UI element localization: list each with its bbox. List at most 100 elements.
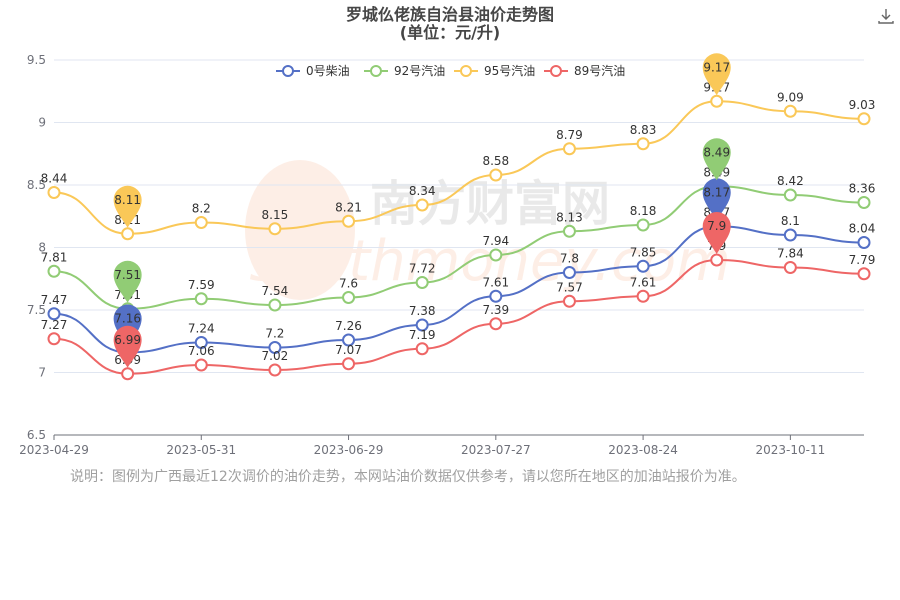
y-tick-label: 9	[38, 116, 46, 130]
series-line	[53, 100, 865, 235]
watermark: 南方财富网 southmoney.com	[245, 160, 731, 300]
x-tick-label: 2023-05-31	[166, 443, 236, 457]
data-point[interactable]	[710, 253, 724, 267]
data-point[interactable]	[489, 248, 503, 262]
legend-symbol	[460, 65, 472, 77]
data-label: 9.03	[849, 98, 876, 112]
data-point[interactable]	[415, 342, 429, 356]
data-point[interactable]	[47, 186, 61, 199]
legend-label: 92号汽油	[394, 63, 445, 78]
markpoint-pin	[113, 325, 142, 368]
data-point[interactable]	[562, 294, 576, 308]
markpoint-label: 9.17	[703, 60, 730, 74]
legend[interactable]: 0号柴油 92号汽油 95号汽油 89号汽油	[276, 63, 625, 78]
data-label: 7.84	[777, 247, 804, 261]
legend-item-1[interactable]: 92号汽油	[364, 63, 445, 78]
data-point[interactable]	[47, 332, 61, 346]
data-label: 7.07	[335, 343, 362, 357]
data-label: 8.34	[409, 184, 436, 198]
watermark-logo	[245, 160, 355, 300]
markpoint-pin	[702, 138, 731, 181]
legend-item-3[interactable]: 89号汽油	[544, 63, 625, 78]
grid	[54, 59, 864, 373]
y-tick-label: 7.5	[27, 303, 46, 317]
data-point[interactable]	[415, 276, 429, 289]
markpoint-label: 8.11	[114, 193, 141, 207]
data-point[interactable]	[857, 112, 871, 126]
data-label: 7.59	[188, 278, 215, 292]
data-label: 8.44	[41, 172, 68, 186]
data-point[interactable]	[783, 261, 797, 274]
data-label: 7.2	[265, 327, 284, 341]
data-point[interactable]	[342, 291, 356, 304]
data-label: 7.72	[409, 262, 436, 276]
data-point[interactable]	[342, 357, 356, 371]
data-point[interactable]	[415, 198, 429, 212]
download-icon[interactable]	[876, 6, 896, 26]
data-label: 7.8	[560, 252, 579, 266]
x-tick-label: 2023-06-29	[314, 443, 384, 457]
data-point[interactable]	[268, 222, 282, 236]
y-tick-label: 6.5	[27, 428, 46, 442]
chart-note: 说明：图例为广西最近12次调价的油价走势，本网站油价数据仅供参考，请以您所在地区…	[70, 469, 746, 485]
data-label: 8.2	[192, 202, 211, 216]
markpoint-pin	[702, 212, 731, 254]
markpoint-pin	[702, 178, 731, 221]
data-point[interactable]	[47, 264, 61, 278]
markpoint-pin	[702, 53, 731, 96]
data-point[interactable]	[489, 168, 503, 182]
legend-item-0[interactable]: 0号柴油	[276, 64, 350, 78]
data-point[interactable]	[342, 214, 356, 228]
data-point[interactable]	[121, 367, 135, 381]
data-label: 7.02	[262, 349, 289, 363]
data-point[interactable]	[857, 267, 871, 281]
data-point[interactable]	[857, 236, 871, 249]
y-tick-label: 8	[38, 241, 46, 255]
data-point[interactable]	[636, 259, 650, 273]
data-point[interactable]	[783, 188, 797, 202]
data-point[interactable]	[268, 363, 282, 377]
data-point[interactable]	[342, 333, 356, 347]
data-point[interactable]	[562, 142, 576, 156]
data-point[interactable]	[489, 289, 503, 303]
legend-item-2[interactable]: 95号汽油	[454, 63, 535, 78]
data-point[interactable]	[268, 341, 282, 354]
data-point[interactable]	[194, 336, 208, 349]
data-label: 7.19	[409, 328, 436, 342]
data-point[interactable]	[562, 266, 576, 279]
data-point[interactable]	[710, 94, 724, 108]
data-point[interactable]	[194, 292, 208, 306]
series-layer: 7.477.167.247.27.267.387.617.87.858.178.…	[41, 53, 876, 381]
data-point[interactable]	[562, 224, 576, 238]
data-point[interactable]	[857, 196, 871, 209]
data-label: 8.1	[781, 214, 800, 228]
data-point[interactable]	[194, 216, 208, 229]
data-point[interactable]	[268, 298, 282, 312]
series-1: 7.817.517.597.547.67.727.948.138.188.498…	[41, 165, 875, 316]
data-label: 7.26	[335, 319, 362, 333]
y-tick-label: 9.5	[27, 53, 46, 67]
data-point[interactable]	[636, 137, 650, 151]
data-label: 8.15	[262, 208, 289, 222]
data-point[interactable]	[121, 227, 135, 241]
markpoint-label: 7.9	[707, 219, 726, 233]
data-point[interactable]	[47, 307, 61, 321]
data-label: 7.27	[41, 318, 68, 332]
data-label: 8.83	[630, 123, 657, 137]
data-point[interactable]	[636, 218, 650, 232]
data-point[interactable]	[415, 318, 429, 332]
data-point[interactable]	[636, 289, 650, 303]
data-label: 7.38	[409, 304, 436, 318]
x-tick-label: 2023-04-29	[19, 443, 89, 457]
data-label: 7.39	[482, 303, 509, 317]
legend-symbol	[370, 65, 382, 77]
data-point[interactable]	[194, 358, 208, 372]
x-tick-label: 2023-08-24	[608, 443, 678, 457]
data-point[interactable]	[783, 228, 797, 242]
markpoint-pin	[113, 260, 142, 303]
data-point[interactable]	[783, 104, 797, 118]
data-point[interactable]	[489, 317, 503, 331]
x-axis: 2023-04-29 2023-05-31 2023-06-29 2023-07-27…	[19, 434, 864, 457]
markpoint-label: 8.17	[703, 185, 730, 199]
